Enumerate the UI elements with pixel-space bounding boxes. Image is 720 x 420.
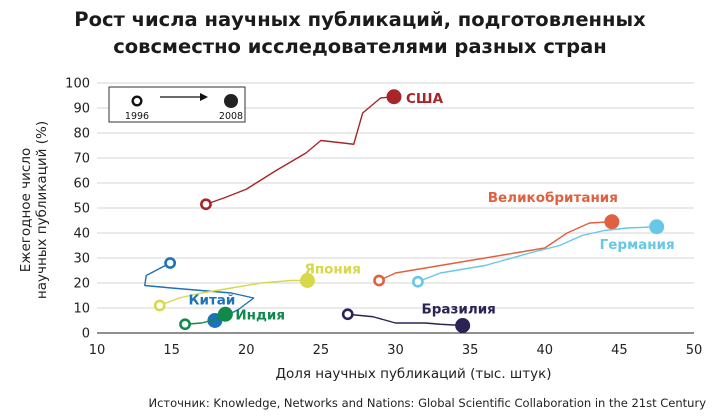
series-line-6 xyxy=(347,313,463,327)
x-tick-label: 10 xyxy=(89,343,106,358)
series-end-marker-5 xyxy=(217,306,233,322)
legend-box xyxy=(108,86,246,123)
legend: 1996 2008 xyxy=(108,86,246,123)
legend-end-label: 2008 xyxy=(219,111,243,122)
series-start-marker-3 xyxy=(164,257,177,269)
legend-arrow-head xyxy=(200,93,208,101)
y-tick-label: 0 xyxy=(82,327,90,342)
series-line-0 xyxy=(205,96,395,205)
x-tick-label: 50 xyxy=(686,343,703,358)
source-note: Источник: Knowledge, Networks and Nation… xyxy=(148,396,706,410)
y-tick-label: 40 xyxy=(73,227,90,242)
series-labels: США Великобритания Германия Китай Япония Инди… xyxy=(188,91,674,324)
series-label-3: Китай xyxy=(188,293,235,309)
x-tick-label: 45 xyxy=(611,343,628,358)
y-tick-label: 60 xyxy=(73,177,90,192)
y-tick-label: 90 xyxy=(73,102,90,117)
y-tick-label: 100 xyxy=(65,77,90,92)
series-label-2: Германия xyxy=(600,237,675,253)
y-axis-label-line: научных публикаций (%) xyxy=(34,121,50,299)
series-label-1: Великобритания xyxy=(488,190,618,206)
series-label-4: Япония xyxy=(304,262,360,278)
series-end-marker-4 xyxy=(299,273,315,288)
legend-start-marker xyxy=(131,95,143,107)
series-label-6: Бразилия xyxy=(421,302,495,318)
x-tick-label: 40 xyxy=(536,343,553,358)
series-end-marker-6 xyxy=(455,318,471,333)
series-label-0: США xyxy=(406,91,444,107)
y-tick-label: 50 xyxy=(73,202,90,217)
y-axis-label-line: Ежегодное число xyxy=(18,148,34,272)
series-start-marker-4 xyxy=(153,299,166,312)
y-tick-label: 80 xyxy=(73,127,90,142)
series-end-marker-2 xyxy=(649,219,665,235)
title-line-1: Рост числа научных публикаций, подготовл… xyxy=(74,8,646,31)
series-label-5: Индия xyxy=(235,307,285,323)
y-tick-label: 10 xyxy=(73,302,90,317)
series-start-marker-5 xyxy=(179,318,191,331)
series-line-1 xyxy=(378,221,612,282)
series-start-marker-2 xyxy=(411,275,424,288)
series-start-marker-1 xyxy=(373,274,385,287)
x-tick-label: 15 xyxy=(163,343,180,358)
series-layer xyxy=(144,89,665,333)
x-tick-label: 35 xyxy=(462,343,479,358)
chart-title: Рост числа научных публикаций, подготовл… xyxy=(0,6,720,60)
x-tick-label: 20 xyxy=(238,343,255,358)
title-line-2: совсместно исследователями разных стран xyxy=(113,35,607,58)
y-tick-label: 70 xyxy=(73,152,90,167)
series-end-marker-0 xyxy=(386,89,402,105)
y-tick-label: 20 xyxy=(73,277,90,292)
x-tick-label: 30 xyxy=(387,343,404,358)
y-tick-label: 30 xyxy=(73,252,90,267)
series-line-4 xyxy=(159,279,308,307)
legend-start-label: 1996 xyxy=(125,111,149,122)
y-axis-label: Ежегодное числонаучных публикаций (%) xyxy=(18,121,50,299)
x-tick-label: 25 xyxy=(313,343,330,358)
series-end-marker-1 xyxy=(604,214,620,230)
series-line-2 xyxy=(417,226,657,283)
series-start-marker-6 xyxy=(341,308,354,321)
legend-end-marker xyxy=(224,94,238,108)
series-start-marker-0 xyxy=(200,198,212,211)
x-axis-label: Доля научных публикаций (тыс. штук) xyxy=(275,366,551,382)
